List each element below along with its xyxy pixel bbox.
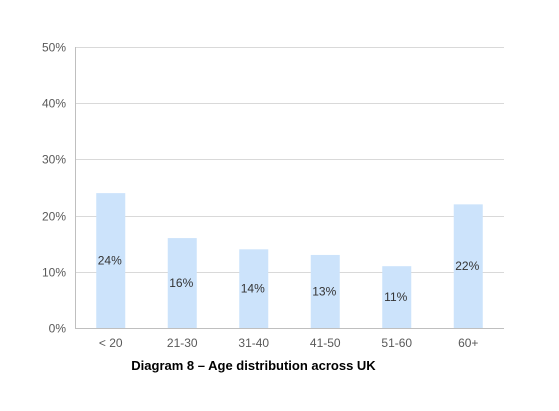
x-tick-label: 41-50 — [310, 336, 341, 350]
y-tick-label: 10% — [42, 266, 66, 280]
data-label: 11% — [384, 290, 407, 304]
bar — [167, 238, 197, 328]
bar — [382, 266, 412, 328]
bar — [453, 204, 483, 328]
bar — [239, 249, 269, 328]
y-tick-label: 40% — [42, 97, 66, 111]
data-label: 16% — [169, 276, 193, 290]
data-label: 13% — [312, 284, 336, 298]
y-tick-label: 50% — [42, 41, 66, 55]
bar — [310, 254, 340, 328]
x-tick-label: < 20 — [99, 336, 123, 350]
x-tick-label: 31-40 — [238, 336, 269, 350]
y-tick-label: 0% — [49, 322, 67, 336]
axes: 0% 10% 20% 30% 40% 50% < 20 21-30 31-40 41-50 51-6… — [42, 41, 504, 350]
data-labels: 24% 16% 14% 13% 11% 22% — [98, 254, 480, 305]
chart-title: Diagram 8 – Age distribution across UK — [131, 358, 376, 373]
x-tick-label: 21-30 — [167, 336, 198, 350]
data-label: 24% — [98, 254, 122, 268]
x-tick-label: 60+ — [458, 336, 478, 350]
data-label: 14% — [241, 282, 265, 296]
bars — [96, 193, 483, 328]
data-label: 22% — [455, 259, 479, 273]
x-tick-label: 51-60 — [381, 336, 412, 350]
gridlines — [75, 47, 504, 273]
y-tick-label: 30% — [42, 153, 66, 167]
bar — [96, 193, 126, 328]
y-tick-label: 20% — [42, 210, 66, 224]
